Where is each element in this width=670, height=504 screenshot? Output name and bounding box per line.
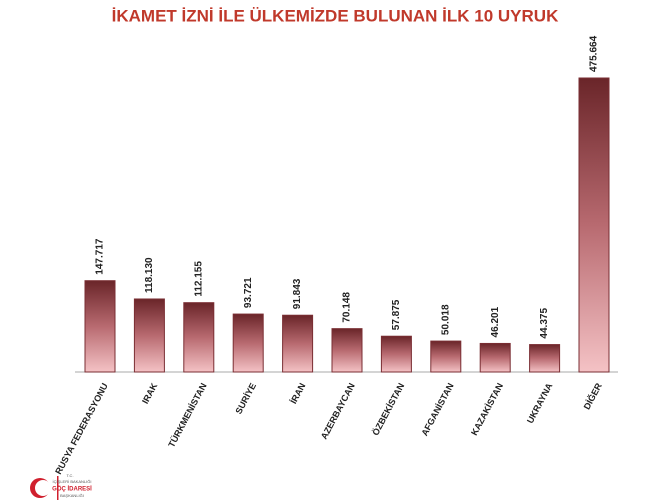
bar bbox=[183, 302, 215, 373]
x-tick-label: UKRAYNA bbox=[525, 381, 555, 425]
logo-text: T.C. bbox=[66, 473, 73, 478]
logo-text: BAŞKANLIĞI bbox=[60, 493, 84, 498]
x-tick-label: DİĞER bbox=[581, 380, 604, 411]
x-tick-label: ÖZBEKİSTAN bbox=[370, 381, 406, 437]
logo-text: GÖÇ İDARESİ bbox=[52, 486, 92, 493]
bar bbox=[529, 344, 561, 373]
value-label: 46.201 bbox=[490, 306, 501, 337]
value-label: 50.018 bbox=[440, 304, 451, 335]
value-label: 70.148 bbox=[342, 292, 353, 323]
bar bbox=[133, 298, 165, 373]
value-label: 93.721 bbox=[243, 277, 254, 308]
value-label: 147.717 bbox=[95, 238, 106, 275]
value-label: 112.155 bbox=[193, 261, 204, 297]
bar bbox=[232, 313, 264, 373]
x-tick-label: RUSYA FEDERASYONU bbox=[53, 381, 110, 476]
x-tick-label: SURİYE bbox=[233, 381, 258, 415]
bar bbox=[331, 328, 363, 373]
bar bbox=[84, 280, 116, 373]
logo: T.C. İÇİŞLERİ BAKANLIĞI GÖÇ İDARESİ BAŞK… bbox=[30, 473, 92, 500]
x-tick-label: IRAK bbox=[140, 381, 159, 406]
value-label: 57.875 bbox=[391, 299, 402, 330]
logo-divider bbox=[57, 476, 59, 500]
bar bbox=[578, 77, 610, 373]
bar bbox=[479, 342, 511, 373]
value-label: 91.843 bbox=[292, 278, 303, 309]
x-tick-label: TÜRKMENİSTAN bbox=[166, 381, 208, 449]
x-tick-label: AFGANİSTAN bbox=[419, 381, 455, 437]
x-tick-label: İRAN bbox=[288, 381, 307, 405]
value-label: 475.664 bbox=[589, 35, 600, 72]
chart-title: İKAMET İZNİ İLE ÜLKEMİZDE BULUNAN İLK 10… bbox=[112, 6, 559, 25]
x-tick-label: KAZAKİSTAN bbox=[469, 381, 505, 437]
x-tick-label: AZERBAYCAN bbox=[319, 381, 357, 441]
value-label: 44.375 bbox=[539, 308, 550, 339]
bar bbox=[282, 314, 314, 373]
bar bbox=[430, 340, 462, 373]
logo-emblem bbox=[35, 480, 51, 496]
value-label: 118.130 bbox=[144, 257, 155, 293]
bar bbox=[380, 335, 412, 373]
logo-text: İÇİŞLERİ BAKANLIĞI bbox=[53, 479, 92, 484]
